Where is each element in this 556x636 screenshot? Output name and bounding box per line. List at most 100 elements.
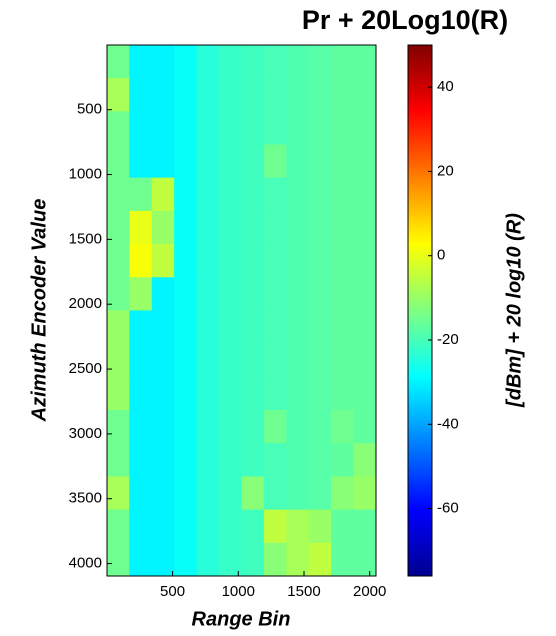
x-tick-label: 2000	[353, 583, 386, 600]
heatmap-cell	[174, 410, 198, 444]
heatmap-cell	[129, 410, 153, 444]
heatmap-cell	[196, 376, 220, 411]
heatmap-cell	[129, 45, 153, 79]
heatmap-cell	[196, 509, 220, 544]
heatmap-cell	[353, 310, 377, 345]
heatmap-cell	[263, 476, 287, 511]
heatmap-cell	[151, 343, 175, 378]
heatmap-cell	[107, 45, 130, 79]
heatmap-cell	[308, 45, 332, 79]
heatmap-cell	[151, 376, 175, 411]
heatmap-cell	[331, 310, 355, 345]
heatmap	[107, 45, 377, 577]
colorbar-tick-label: -60	[437, 500, 459, 517]
heatmap-cell	[308, 310, 332, 345]
heatmap-cell	[353, 111, 377, 145]
heatmap-cell	[241, 78, 265, 112]
heatmap-cell	[219, 443, 242, 477]
heatmap-cell	[241, 509, 265, 544]
heatmap-cell	[331, 509, 355, 544]
heatmap-cell	[107, 410, 130, 444]
heatmap-cell	[174, 509, 198, 544]
heatmap-cell	[129, 476, 153, 511]
heatmap-cell	[129, 343, 153, 378]
colorbar	[407, 44, 433, 577]
heatmap-cell	[241, 144, 265, 179]
colorbar-tick-label: 20	[437, 162, 454, 179]
heatmap-cell	[196, 210, 220, 245]
heatmap-cell	[151, 410, 175, 444]
heatmap-cell	[286, 343, 310, 378]
heatmap-cell	[308, 343, 332, 378]
heatmap-cell	[263, 509, 287, 544]
colorbar-label: [dBm] + 20 log10 (R)	[503, 213, 525, 408]
heatmap-cell	[286, 210, 310, 245]
heatmap-cell	[196, 310, 220, 345]
x-tick-label: 1000	[222, 583, 255, 600]
heatmap-cell	[219, 310, 242, 345]
heatmap-cell	[286, 45, 310, 79]
heatmap-cell	[263, 111, 287, 145]
heatmap-cell	[308, 443, 332, 477]
heatmap-cell	[241, 542, 265, 577]
heatmap-cell	[219, 509, 242, 544]
heatmap-cell	[308, 376, 332, 411]
heatmap-cell	[196, 343, 220, 378]
colorbar-tick-label: -40	[437, 415, 459, 432]
y-tick-label: 4000	[69, 555, 102, 572]
heatmap-cell	[308, 177, 332, 212]
heatmap-cell	[353, 45, 377, 79]
y-axis-label: Azimuth Encoder Value	[28, 199, 50, 423]
heatmap-cell	[263, 144, 287, 179]
heatmap-cell	[286, 542, 310, 577]
heatmap-cell	[151, 542, 175, 577]
heatmap-cell	[331, 277, 355, 311]
heatmap-cell	[308, 78, 332, 112]
heatmap-cell	[151, 177, 175, 212]
heatmap-cell	[174, 177, 198, 212]
heatmap-cell	[331, 244, 355, 278]
heatmap-cell	[241, 476, 265, 511]
y-tick-label: 500	[77, 101, 102, 118]
heatmap-cell	[308, 210, 332, 245]
heatmap-cell	[219, 177, 242, 212]
colorbar-tick-label: -20	[437, 331, 459, 348]
heatmap-cell	[241, 310, 265, 345]
heatmap-cell	[241, 376, 265, 411]
heatmap-cell	[129, 244, 153, 278]
heatmap-cell	[263, 542, 287, 577]
heatmap-cell	[286, 177, 310, 212]
heatmap-cell	[174, 45, 198, 79]
heatmap-cell	[129, 277, 153, 311]
heatmap-cell	[196, 410, 220, 444]
heatmap-cell	[219, 78, 242, 112]
heatmap-cell	[129, 542, 153, 577]
heatmap-cell	[196, 78, 220, 112]
heatmap-cell	[219, 376, 242, 411]
y-tick-label: 2500	[69, 360, 102, 377]
heatmap-cell	[129, 443, 153, 477]
heatmap-cell	[129, 310, 153, 345]
heatmap-cell	[219, 476, 242, 511]
heatmap-cell	[331, 144, 355, 179]
heatmap-cell	[129, 144, 153, 179]
heatmap-cell	[263, 277, 287, 311]
heatmap-cell	[129, 210, 153, 245]
heatmap-cell	[263, 177, 287, 212]
heatmap-cell	[353, 78, 377, 112]
heatmap-cell	[331, 443, 355, 477]
heatmap-cell	[174, 210, 198, 245]
heatmap-cell	[263, 310, 287, 345]
heatmap-cell	[219, 410, 242, 444]
heatmap-cell	[196, 277, 220, 311]
heatmap-cell	[196, 476, 220, 511]
heatmap-cell	[219, 343, 242, 378]
heatmap-cell	[353, 476, 377, 511]
heatmap-cell	[241, 244, 265, 278]
heatmap-cell	[353, 542, 377, 577]
heatmap-cell	[331, 111, 355, 145]
heatmap-cell	[174, 111, 198, 145]
heatmap-cell	[286, 144, 310, 179]
heatmap-cell	[263, 210, 287, 245]
